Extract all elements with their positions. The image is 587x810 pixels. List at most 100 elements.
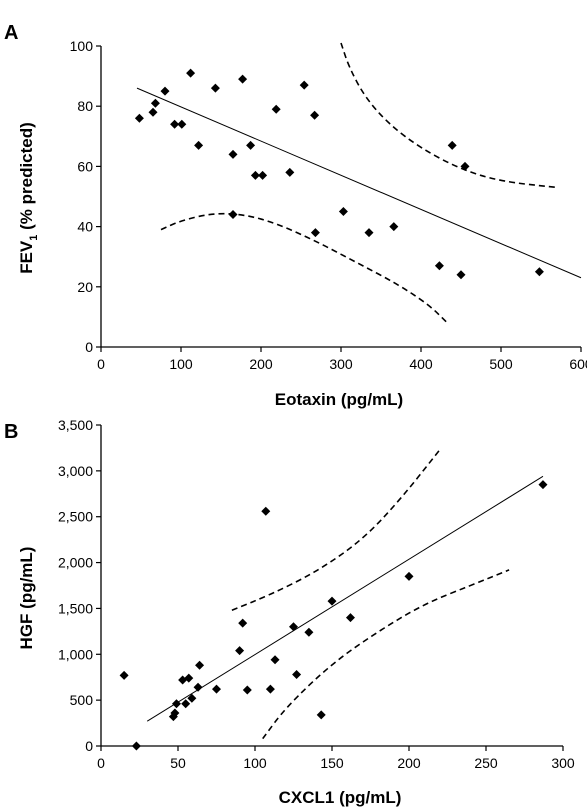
panel-b-data-point xyxy=(235,646,245,656)
panel-b-label: B xyxy=(4,421,18,443)
panel-a-data-point xyxy=(434,261,444,271)
panel-a-x-tick-label: 600 xyxy=(569,356,587,372)
panel-b-axes: 0 500 1,000 1,500 2,000 2,500 3,000 3,500 0 50 100… xyxy=(58,417,575,771)
panel-b-data-point xyxy=(289,622,298,632)
panel-a-axes: 0 20 40 60 80 100 0 100 200 300 400 500 600 xyxy=(70,38,587,372)
panel-b-data-point xyxy=(131,741,141,751)
panel-a-data-point xyxy=(186,68,196,78)
panel-a-data-point xyxy=(170,119,180,129)
panel-b-chart: B 0 500 1,000 1,500 2,000 2,500 3,000 3,500 0 50 1… xyxy=(4,417,575,807)
panel-a-x-tick-label: 200 xyxy=(249,356,273,372)
panel-b-data-point xyxy=(184,673,194,683)
panel-b-data-point xyxy=(270,655,280,665)
panel-a-data-point xyxy=(271,104,281,114)
panel-a-data-point xyxy=(148,107,158,117)
panel-a-data-point xyxy=(338,207,348,217)
panel-a-data-point xyxy=(364,228,374,238)
panel-b-y-tick-label: 1,000 xyxy=(58,646,93,662)
panel-b-upper-confidence-band xyxy=(231,449,441,612)
panel-b-confidence-bands xyxy=(231,449,510,740)
panel-a-x-tick-label: 500 xyxy=(489,356,513,372)
panel-a-upper-confidence-band xyxy=(340,42,558,189)
panel-b-data-point xyxy=(242,685,252,695)
panel-b-data-point xyxy=(261,506,271,516)
panel-b-regression xyxy=(146,475,544,722)
panel-b-data-point xyxy=(119,670,129,680)
panel-b-y-tick-label: 3,000 xyxy=(58,463,93,479)
panel-b-lower-confidence-band xyxy=(262,569,510,740)
panel-a-label: A xyxy=(4,22,18,44)
panel-a-regression-line xyxy=(136,87,582,279)
panel-b-x-tick-label: 0 xyxy=(97,755,105,771)
panel-a-y-tick-label: 60 xyxy=(77,158,93,174)
panel-a-y-tick-label: 20 xyxy=(77,279,93,295)
panel-a-data-point xyxy=(177,119,187,129)
panel-a-regression xyxy=(136,87,582,279)
panel-a-data-point xyxy=(194,140,204,150)
panel-a-data-point xyxy=(210,83,220,93)
panel-b-x-tick-label: 50 xyxy=(170,755,186,771)
panel-a-points xyxy=(134,68,544,280)
panel-a-y-tick-label: 80 xyxy=(77,98,93,114)
panel-a-confidence-bands xyxy=(160,42,558,324)
panel-b-data-point xyxy=(187,693,197,703)
panel-b-y-tick-label: 500 xyxy=(70,692,94,708)
panel-a-data-point xyxy=(134,113,144,123)
panel-a-data-point xyxy=(460,161,470,171)
panel-b-points xyxy=(119,480,548,751)
panel-a-y-tick-label: 40 xyxy=(77,219,93,235)
panel-a-data-point xyxy=(285,167,295,177)
panel-b-y-axis-title: HGF (pg/mL) xyxy=(17,547,36,650)
panel-b-x-tick-label: 200 xyxy=(397,755,421,771)
panel-a-data-point xyxy=(238,74,248,84)
panel-b-data-point xyxy=(181,699,191,709)
panel-a-x-tick-label: 400 xyxy=(409,356,433,372)
panel-a-data-point xyxy=(246,140,256,150)
panel-a-lower-confidence-band xyxy=(160,212,448,324)
panel-a-data-point xyxy=(228,210,238,220)
panel-b-y-tick-label: 2,000 xyxy=(58,555,93,571)
panel-a-x-tick-label: 0 xyxy=(97,356,105,372)
panel-b-data-point xyxy=(265,684,275,694)
panel-b-data-point xyxy=(316,710,326,720)
panel-a-data-point xyxy=(228,149,238,159)
panel-b-data-point xyxy=(238,618,248,628)
panel-b-data-point xyxy=(212,684,221,694)
panel-a-x-tick-label: 300 xyxy=(329,356,353,372)
panel-a-data-point xyxy=(534,267,544,277)
panel-a-y-tick-label: 100 xyxy=(70,38,94,54)
panel-b-x-tick-label: 250 xyxy=(474,755,498,771)
panel-b-data-point xyxy=(404,571,414,581)
panel-a-y-axis-title: FEV1 (% predicted) xyxy=(17,122,40,274)
panel-b-data-point xyxy=(193,682,203,692)
panel-b-data-point xyxy=(327,596,337,606)
panel-a-data-point xyxy=(389,222,399,232)
panel-a-data-point xyxy=(310,228,320,238)
panel-a-data-point xyxy=(447,140,457,150)
panel-b-data-point xyxy=(171,699,181,709)
panel-b-x-tick-label: 150 xyxy=(320,755,344,771)
panel-a-data-point xyxy=(150,98,160,108)
panel-a-data-point xyxy=(250,170,260,180)
panel-b-data-point xyxy=(170,708,180,718)
panel-b-x-axis-title: CXCL1 (pg/mL) xyxy=(279,788,402,807)
panel-a-data-point xyxy=(258,170,268,180)
panel-b-data-point xyxy=(538,480,548,490)
panel-b-data-point xyxy=(304,627,314,637)
panel-a-data-point xyxy=(310,110,320,120)
panel-a-x-axis-title: Eotaxin (pg/mL) xyxy=(275,390,403,409)
panel-b-y-tick-label: 1,500 xyxy=(58,600,93,616)
panel-a-data-point xyxy=(299,80,309,90)
panel-b-data-point xyxy=(345,613,355,623)
panel-a-y-tick-label: 0 xyxy=(85,339,93,355)
panel-a-data-point xyxy=(456,270,466,280)
panel-b-data-point xyxy=(195,660,205,670)
panel-b-y-tick-label: 2,500 xyxy=(58,509,93,525)
panel-a-chart: A 0 20 40 60 80 100 0 100 200 300 400 500 600 Eotaxi… xyxy=(4,22,587,409)
panel-b-regression-line xyxy=(146,475,544,722)
panel-a-x-tick-label: 100 xyxy=(169,356,193,372)
panel-b-x-tick-label: 100 xyxy=(243,755,267,771)
panel-a-data-point xyxy=(160,86,170,96)
panel-b-x-tick-label: 300 xyxy=(551,755,575,771)
